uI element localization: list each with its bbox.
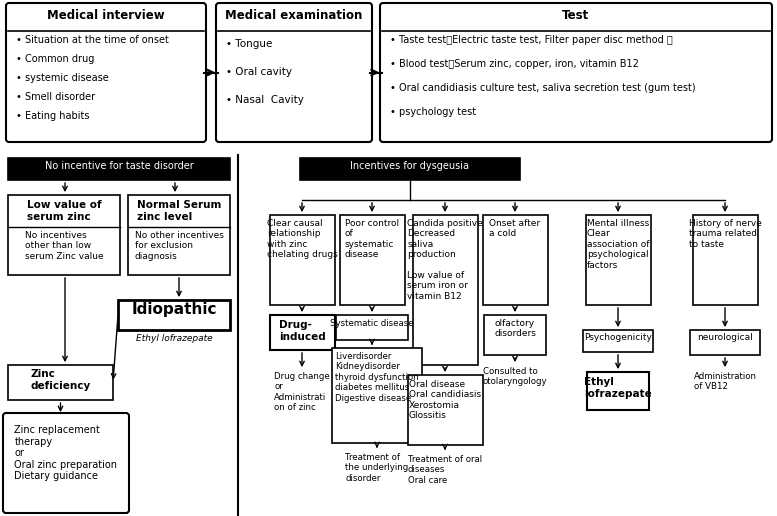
Bar — [332, 348, 422, 443]
Bar — [300, 158, 520, 180]
FancyBboxPatch shape — [216, 3, 372, 142]
FancyBboxPatch shape — [3, 413, 129, 513]
Text: Oral disease
Oral candidiasis
Xerostomia
Glossitis: Oral disease Oral candidiasis Xerostomia… — [409, 380, 481, 420]
Text: • Taste test（Electric taste test, Filter paper disc method ）: • Taste test（Electric taste test, Filter… — [390, 35, 673, 45]
Bar — [8, 158, 230, 180]
Text: • Tongue: • Tongue — [226, 39, 273, 49]
Text: Drug-
induced: Drug- induced — [279, 320, 326, 342]
Text: • Blood test（Serum zinc, copper, iron, vitamin B12: • Blood test（Serum zinc, copper, iron, v… — [390, 59, 639, 69]
Bar — [586, 215, 650, 305]
Text: No incentive for taste disorder: No incentive for taste disorder — [44, 161, 193, 171]
Bar — [413, 215, 478, 365]
Text: • Oral cavity: • Oral cavity — [226, 67, 292, 77]
Text: Normal Serum
zinc level: Normal Serum zinc level — [137, 200, 221, 221]
Bar — [270, 215, 335, 305]
Bar — [407, 375, 483, 445]
Text: Onset after
a cold: Onset after a cold — [490, 219, 541, 238]
Text: Incentives for dysgeusia: Incentives for dysgeusia — [350, 161, 469, 171]
Text: History of nerve
trauma related
to taste: History of nerve trauma related to taste — [688, 219, 761, 249]
Text: • systemic disease: • systemic disease — [16, 73, 109, 83]
Bar — [692, 215, 758, 305]
Text: Mental illness
Clear
association of
psychological
factors: Mental illness Clear association of psyc… — [587, 219, 650, 269]
FancyBboxPatch shape — [380, 3, 772, 142]
Text: Low value of
serum zinc: Low value of serum zinc — [26, 200, 101, 221]
Bar — [690, 330, 760, 355]
Bar — [270, 315, 335, 350]
Bar — [336, 315, 408, 340]
Text: Test: Test — [563, 9, 590, 22]
Bar — [483, 215, 548, 305]
Text: Ethyl
lofrazepate: Ethyl lofrazepate — [584, 377, 652, 398]
Text: Zinc
deficiency: Zinc deficiency — [30, 369, 91, 391]
Text: Medical examination: Medical examination — [225, 9, 363, 22]
Bar — [8, 365, 113, 400]
Bar — [8, 195, 120, 275]
Text: neurological: neurological — [697, 333, 753, 342]
Text: Drug change
or
Administrati
on of zinc: Drug change or Administrati on of zinc — [274, 372, 330, 412]
Text: • Common drug: • Common drug — [16, 54, 94, 64]
Bar — [340, 215, 405, 305]
Text: • Eating habits: • Eating habits — [16, 111, 89, 121]
Text: Consulted to
otolaryngology: Consulted to otolaryngology — [483, 367, 547, 386]
Text: Medical interview: Medical interview — [47, 9, 165, 22]
Text: Liverdisorder
Kidneydisorder
thyroid dysfunction
diabetes mellitus
Digestive dis: Liverdisorder Kidneydisorder thyroid dys… — [335, 352, 419, 402]
Text: Systematic disease: Systematic disease — [330, 319, 414, 328]
Text: Idiopathic: Idiopathic — [131, 302, 217, 317]
Text: Poor control
of
systematic
disease: Poor control of systematic disease — [345, 219, 399, 259]
FancyBboxPatch shape — [6, 3, 206, 142]
Text: • Nasal  Cavity: • Nasal Cavity — [226, 95, 304, 105]
Text: • Oral candidiasis culture test, saliva secretion test (gum test): • Oral candidiasis culture test, saliva … — [390, 83, 695, 93]
Bar — [583, 330, 653, 352]
Text: Treatment of
the underlying
disorder: Treatment of the underlying disorder — [345, 453, 409, 483]
Text: No other incentives
for exclusion
diagnosis: No other incentives for exclusion diagno… — [134, 231, 224, 261]
Text: Psychogenicity: Psychogenicity — [584, 333, 652, 342]
Text: Zinc replacement
therapy
or
Oral zinc preparation
Dietary guidance: Zinc replacement therapy or Oral zinc pr… — [15, 425, 117, 481]
Bar — [587, 372, 649, 410]
Text: No incentives
other than low
serum Zinc value: No incentives other than low serum Zinc … — [25, 231, 103, 261]
Text: Ethyl lofrazepate: Ethyl lofrazepate — [136, 334, 212, 343]
Bar — [484, 315, 546, 355]
Text: olfactory
disorders: olfactory disorders — [494, 319, 536, 338]
Text: • psychology test: • psychology test — [390, 107, 476, 117]
Bar — [128, 195, 230, 275]
Text: Clear causal
relationship
with zinc
chelating drugs: Clear causal relationship with zinc chel… — [267, 219, 337, 259]
Text: Treatment of oral
diseases
Oral care: Treatment of oral diseases Oral care — [408, 455, 482, 485]
Text: Candida positive
Decreased
saliva
production

Low value of
serum iron or
vitamin: Candida positive Decreased saliva produc… — [407, 219, 483, 301]
Text: Administration
of VB12: Administration of VB12 — [694, 372, 757, 392]
Text: • Smell disorder: • Smell disorder — [16, 92, 95, 102]
Bar — [118, 300, 230, 330]
Text: • Situation at the time of onset: • Situation at the time of onset — [16, 35, 169, 45]
